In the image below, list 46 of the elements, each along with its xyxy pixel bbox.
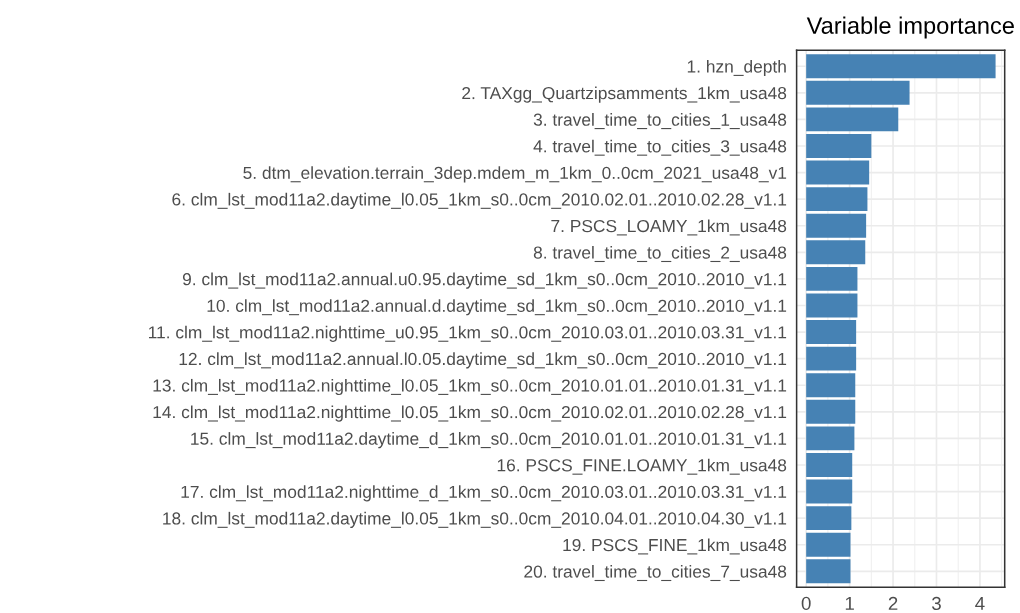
bar xyxy=(806,107,899,132)
bar xyxy=(806,453,853,477)
bar xyxy=(806,506,852,531)
y-tick-label: 15. clm_lst_mod11a2.daytime_d_1km_s0..0cm_2010.01.01..2010.01.31_v1.1 xyxy=(191,432,787,449)
x-tick-label: 4 xyxy=(975,596,985,610)
x-tick-label: 1 xyxy=(845,596,854,610)
bar xyxy=(806,134,872,158)
bar xyxy=(806,559,851,584)
y-tick-label: 17. clm_lst_mod11a2.nighttime_d_1km_s0..0cm_2010.03.01..2010.03.31_v1.1 xyxy=(181,485,787,502)
x-tick-label: 2 xyxy=(888,596,898,610)
bar xyxy=(806,54,996,79)
y-tick-label: 9. clm_lst_mod11a2.annual.u0.95.daytime_sd_1km_s0..0cm_2010..2010_v1.1 xyxy=(182,272,787,289)
bar xyxy=(806,266,858,291)
bar xyxy=(806,293,858,318)
y-tick-label: 1. hzn_depth xyxy=(687,59,786,77)
y-tick-label: 10. clm_lst_mod11a2.annual.d.daytime_sd_1km_s0..0cm_2010..2010_v1.1 xyxy=(207,299,787,316)
y-tick-label: 6. clm_lst_mod11a2.daytime_l0.05_1km_s0..0cm_2010.02.01..2010.02.28_v1.1 xyxy=(172,192,787,210)
y-tick-label: 19. PSCS_FINE_1km_usa48 xyxy=(563,538,787,555)
y-tick-label: 11. clm_lst_mod11a2.nighttime_u0.95_1km_s0..0cm_2010.03.01..2010.03.31_v1.1 xyxy=(149,325,787,342)
bar xyxy=(806,426,855,451)
y-tick-label: 18. clm_lst_mod11a2.daytime_l0.05_1km_s0..0cm_2010.04.01..2010.04.30_v1.1 xyxy=(163,511,787,529)
y-tick-label: 7. PSCS_LOAMY_1km_usa48 xyxy=(551,219,787,236)
y-tick-label: 4. travel_time_to_cities_3_usa48 xyxy=(533,139,787,156)
bar xyxy=(806,240,866,265)
y-tick-label: 3. travel_time_to_cities_1_usa48 xyxy=(533,113,787,130)
bar xyxy=(806,479,853,504)
chart-title: Variable importance xyxy=(806,16,1014,39)
y-tick-label: 13. clm_lst_mod11a2.nighttime_l0.05_1km_s0..0cm_2010.01.01..2010.01.31_v1.1 xyxy=(153,378,787,396)
y-tick-label: 16. PSCS_FINE.LOAMY_1km_usa48 xyxy=(497,458,787,475)
y-tick-label: 5. dtm_elevation.terrain_3dep.mdem_m_1km_0..0cm_2021_usa48_v1 xyxy=(243,166,787,183)
bar xyxy=(806,187,868,212)
bar xyxy=(806,532,851,557)
y-tick-label: 14. clm_lst_mod11a2.nighttime_l0.05_1km_s0..0cm_2010.02.01..2010.02.28_v1.1 xyxy=(153,405,787,422)
bar xyxy=(806,160,870,185)
y-tick-label: 12. clm_lst_mod11a2.annual.l0.05.daytime_sd_1km_s0..0cm_2010..2010_v1.1 xyxy=(179,352,787,369)
bar xyxy=(806,399,856,424)
bar xyxy=(806,346,857,371)
bar xyxy=(806,320,857,345)
x-tick-label: 3 xyxy=(932,596,941,611)
x-tick-label: 0 xyxy=(801,596,811,611)
bar xyxy=(806,373,856,398)
y-tick-label: 2. TAXgg_Quartzipsamments_1km_usa48 xyxy=(462,86,787,103)
bar xyxy=(806,213,867,238)
y-tick-label: 20. travel_time_to_cities_7_usa48 xyxy=(524,565,787,582)
y-tick-label: 8. travel_time_to_cities_2_usa48 xyxy=(533,246,787,263)
bar xyxy=(806,80,910,105)
